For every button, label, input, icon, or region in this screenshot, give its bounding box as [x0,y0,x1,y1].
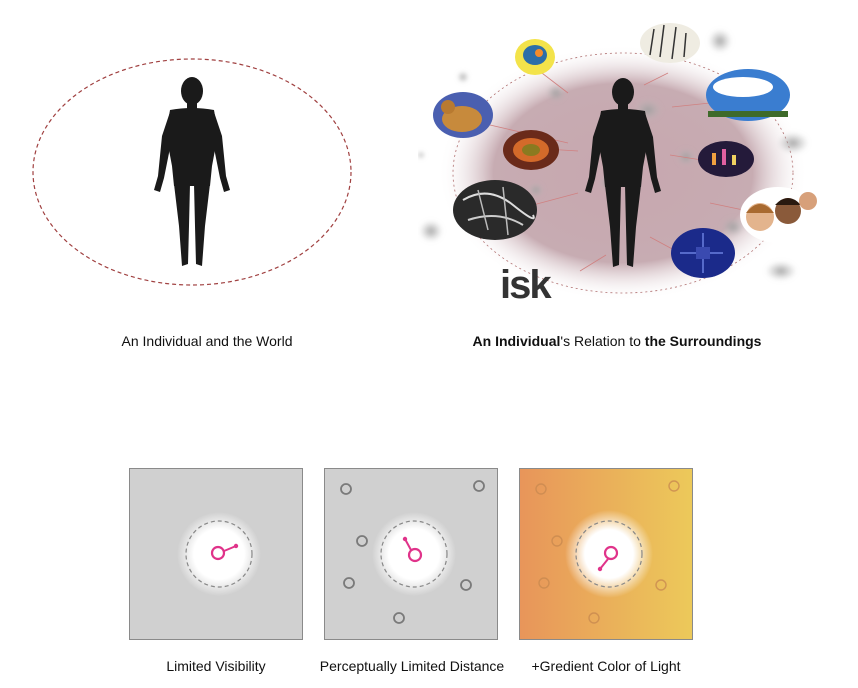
object-marker [588,612,600,624]
object-marker [668,480,680,492]
caption-part-individual: An Individual [472,333,561,349]
light-area [177,512,261,596]
surroundings-boundary [452,52,794,294]
surroundings-diagram: isk [418,23,817,305]
individual-world-diagram [32,58,352,286]
cutoff-text: isk [500,263,552,305]
panel-limited-visibility [129,468,303,640]
object-marker [340,483,352,495]
person-silhouette-icon [154,77,230,266]
caption-individual-surroundings: An Individual's Relation to the Surround… [470,333,764,349]
caption-limited-visibility: Limited Visibility [166,658,266,674]
surrounding-objects [535,480,680,624]
light-area [372,512,456,596]
agent-icon [402,536,423,563]
surrounding-objects [340,480,485,624]
caption-gradient-color-of-light: +Gredient Color of Light [531,658,681,674]
sketch-thumbnail [640,23,700,63]
circuit-thumbnail [671,228,735,278]
object-marker [393,612,405,624]
caption-part-relation: 's Relation to [560,333,645,349]
object-marker [343,577,355,589]
world-boundary-ellipse [32,58,352,286]
texture-thumbnail [503,130,559,170]
object-marker [655,579,667,591]
caption-individual-world: An Individual and the World [121,333,293,349]
visibility-range-circle [575,520,643,588]
sky-thumbnail [706,69,790,121]
object-marker [538,577,550,589]
agent-icon [210,543,239,561]
object-marker [535,483,547,495]
object-marker [356,535,368,547]
object-marker [551,535,563,547]
agent-icon [597,545,619,572]
people-thumbnail [740,187,817,243]
bird-logo-thumbnail [515,39,555,75]
panel-gradient-color-of-light [519,468,693,640]
object-marker [460,579,472,591]
visibility-range-circle [380,520,448,588]
city-thumbnail [698,141,754,177]
caption-perceptually-limited-distance: Perceptually Limited Distance [319,658,505,674]
visibility-range-circle [185,520,253,588]
object-thumbnails [433,23,817,278]
panel-perceptually-limited-distance [324,468,498,640]
caption-part-surroundings: the Surroundings [644,333,762,349]
dog-thumbnail [433,92,493,138]
person-silhouette-icon [585,78,661,267]
network-thumbnail [453,180,537,240]
object-marker [473,480,485,492]
light-area [565,510,653,598]
